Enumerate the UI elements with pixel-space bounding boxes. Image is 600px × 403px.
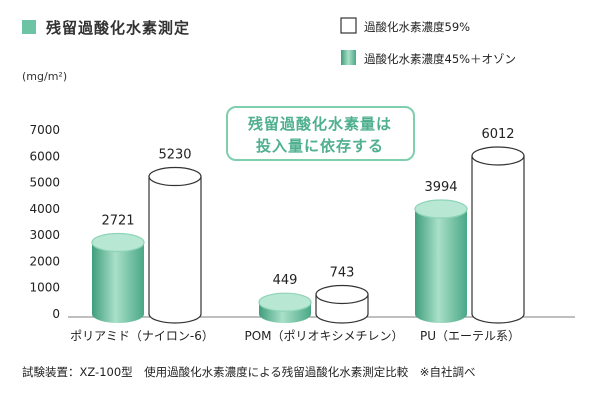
y-tick-label: 0 — [52, 307, 60, 321]
footnote: 試験装置：XZ-100型 使用過酸化水素濃度による残留過酸化水素測定比較 ※自社… — [22, 365, 475, 379]
y-tick-label: 1000 — [29, 281, 60, 295]
value-label: 6012 — [481, 127, 514, 142]
value-labels: 2721 449 3994 5230 743 6012 — [101, 127, 514, 288]
legend-swatch-green — [341, 50, 356, 65]
category-label: PU（エーテル系） — [420, 329, 520, 343]
value-label: 449 — [273, 273, 298, 288]
y-tick-label: 3000 — [29, 228, 60, 242]
bar-white — [471, 146, 525, 324]
category-label: POM（ポリオキシメチレン） — [244, 329, 403, 343]
annotation-box: 残留過酸化水素量は 投入量に依存する — [226, 106, 415, 161]
legend-label-white: 過酸化水素濃度59% — [364, 20, 470, 34]
annotation-line-1: 残留過酸化水素量は — [248, 115, 392, 133]
bar-green — [414, 199, 468, 323]
y-axis-unit: (mg/m²) — [22, 70, 67, 83]
y-tick-label: 4000 — [29, 202, 60, 216]
legend: 過酸化水素濃度59% 過酸化水素濃度45%＋オゾン — [340, 17, 516, 66]
category-label: ポリアミド（ナイロン-6） — [70, 329, 214, 343]
value-label: 743 — [330, 265, 355, 280]
value-label: 3994 — [424, 180, 457, 195]
annotation-line-2: 投入量に依存する — [256, 137, 384, 155]
y-axis-ticks: 0 1000 2000 3000 4000 5000 6000 7000 — [29, 123, 60, 321]
bars — [91, 146, 525, 324]
y-tick-label: 5000 — [29, 176, 60, 190]
category-labels: ポリアミド（ナイロン-6） POM（ポリオキシメチレン） PU（エーテル系） — [70, 329, 520, 343]
bar-white — [315, 284, 369, 324]
y-tick-label: 7000 — [29, 123, 60, 137]
value-label: 5230 — [158, 148, 191, 163]
bar-green — [258, 292, 312, 323]
value-label: 2721 — [101, 213, 134, 228]
y-tick-label: 6000 — [29, 149, 60, 163]
legend-swatch-white — [340, 17, 357, 34]
legend-label-green: 過酸化水素濃度45%＋オゾン — [364, 52, 516, 66]
title-marker-icon — [22, 20, 36, 34]
y-tick-label: 2000 — [29, 254, 60, 268]
bar-white — [148, 166, 202, 324]
chart-title: 残留過酸化水素測定 — [46, 19, 190, 37]
bar-green — [91, 232, 145, 323]
